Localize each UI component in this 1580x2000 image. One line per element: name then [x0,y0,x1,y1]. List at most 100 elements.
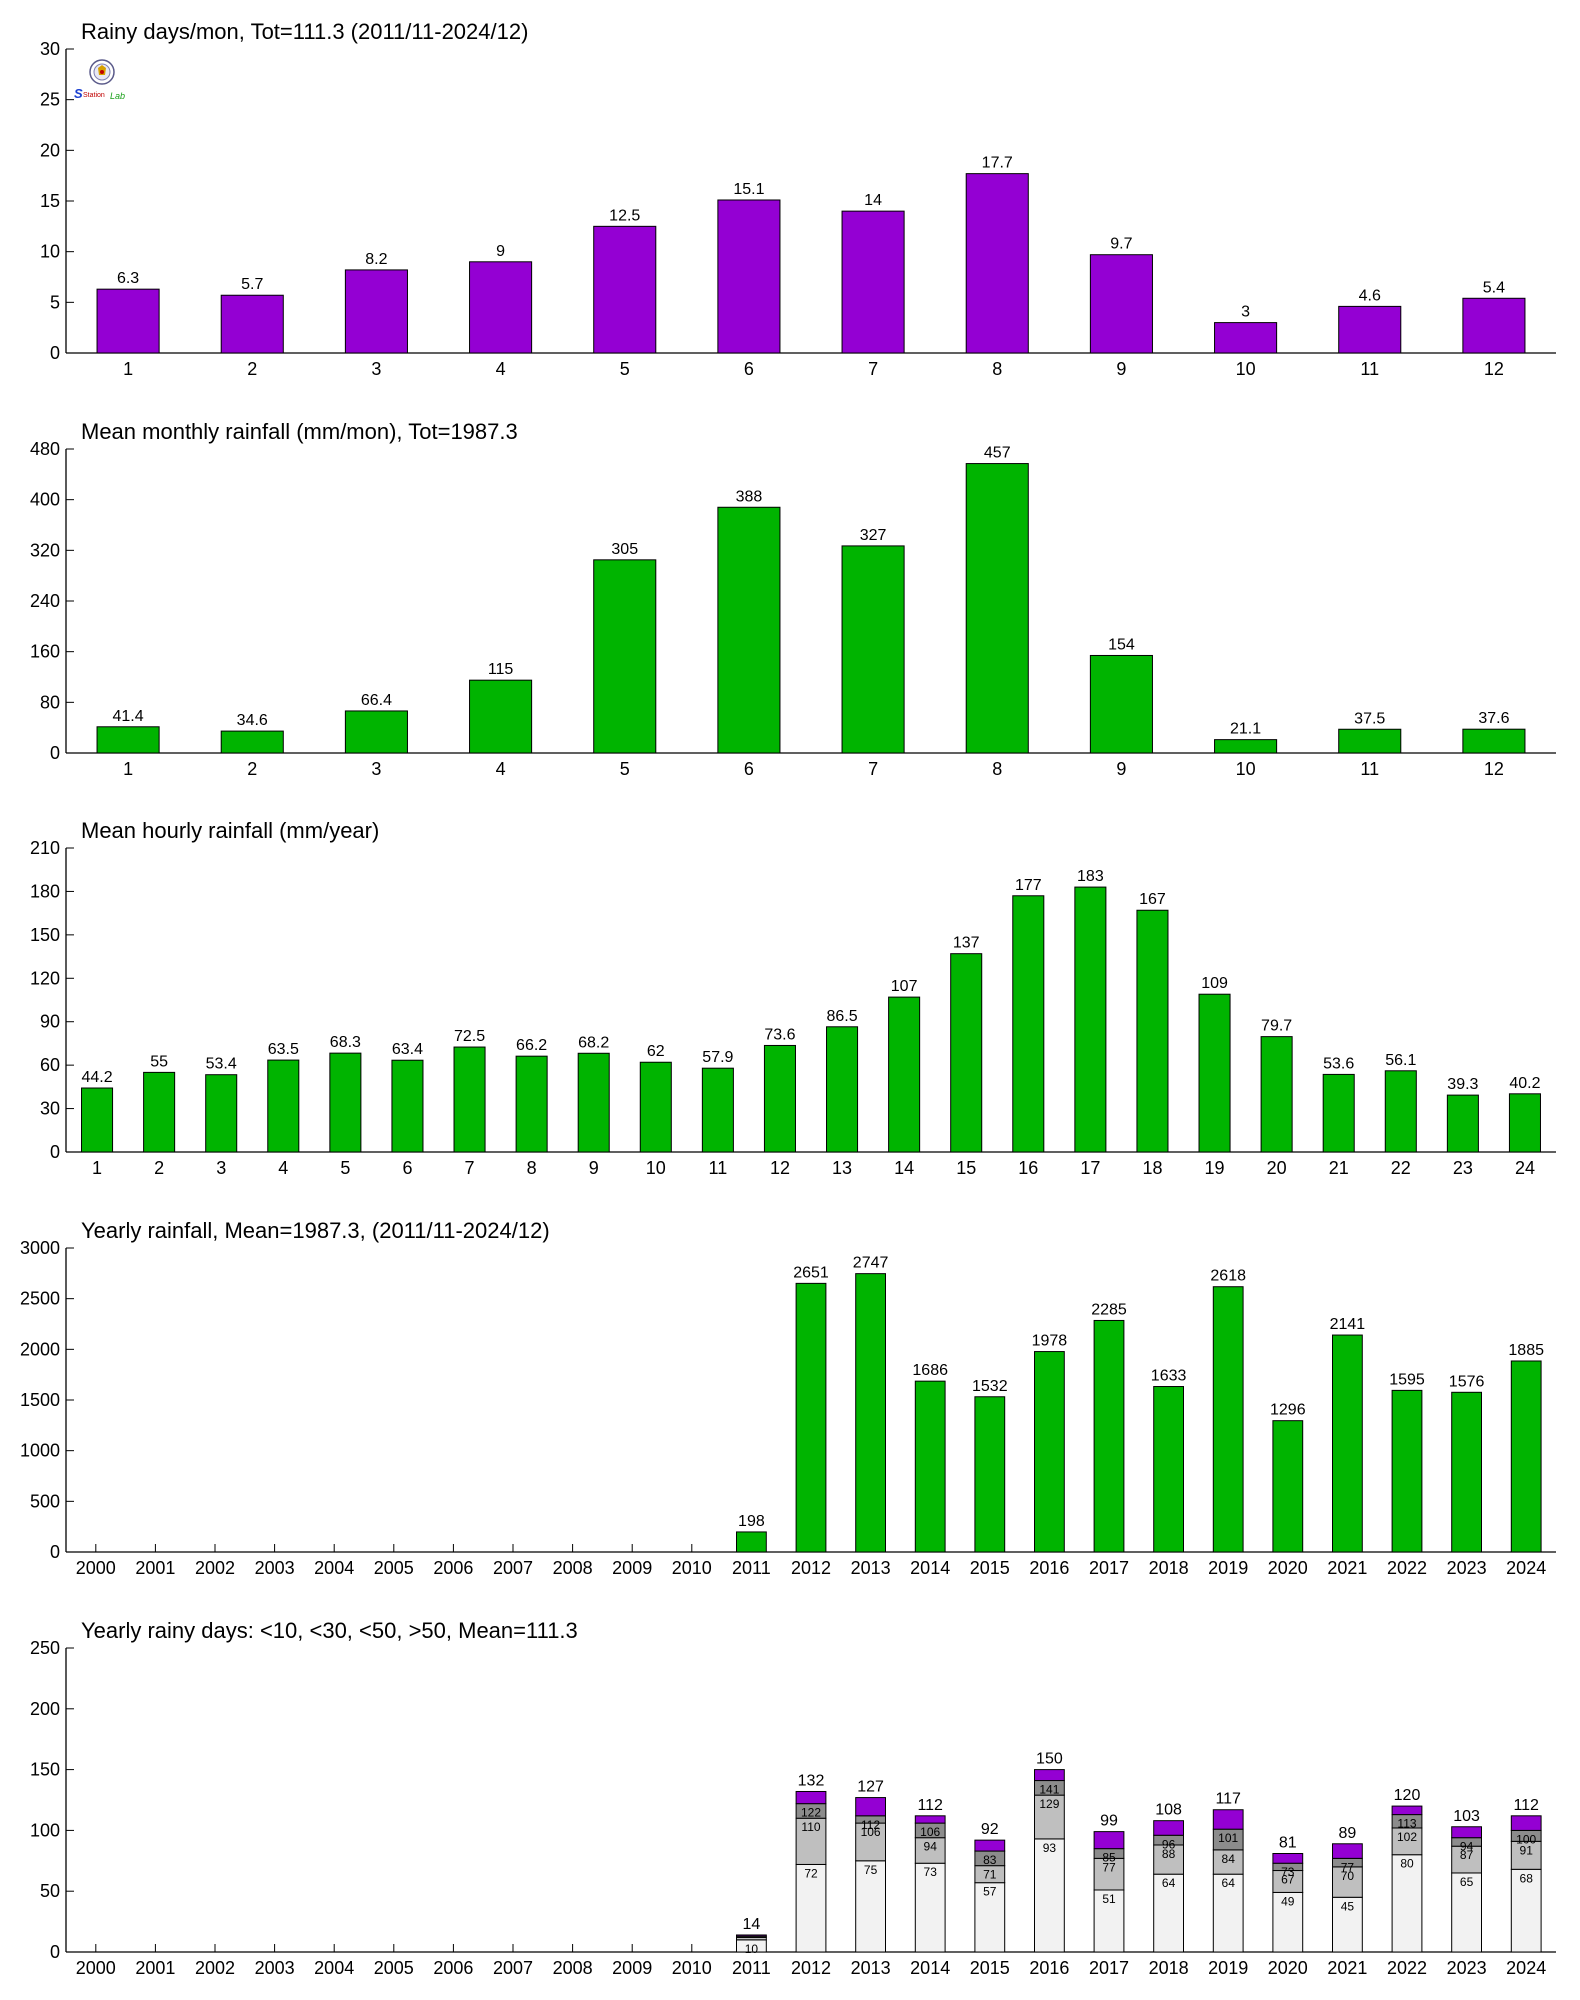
stack-segment [1093,1831,1125,1850]
data-label: 40.2 [1509,1075,1540,1092]
x-tick-label: 24 [1515,1158,1535,1178]
stack-segment [914,1862,946,1953]
bar [515,1055,548,1153]
data-label: 154 [1108,636,1135,653]
svg-text:Station: Station [83,92,105,99]
x-tick-label: 2 [247,359,257,379]
x-tick-label: 12 [1484,359,1504,379]
segment-label: 68 [1520,1871,1534,1885]
y-tick-label: 480 [30,439,60,459]
x-tick-label: 6 [744,759,754,779]
x-tick-label: 7 [465,1158,475,1178]
data-label: 37.6 [1478,710,1509,727]
total-label: 127 [857,1779,884,1796]
stack-segment [1451,1872,1482,1953]
station-lab-logo-icon: S Station Lab [74,59,125,101]
data-label: 73.6 [764,1026,795,1043]
bar [143,1071,176,1153]
bar [220,294,284,354]
data-label: 86.5 [826,1008,857,1025]
stack-segment [914,1815,946,1824]
y-tick-label: 30 [40,39,60,59]
x-tick-label: 2008 [553,1958,593,1978]
x-tick-label: 2007 [493,1958,533,1978]
data-label: 44.2 [81,1069,112,1086]
y-tick-label: 10 [40,242,60,262]
stack-segment [1332,1843,1363,1859]
bar [267,1059,300,1153]
data-label: 9 [496,243,505,260]
segment-label: 84 [1222,1852,1236,1866]
stack-segment [1153,1873,1184,1953]
stack-segment [855,1860,887,1953]
bar [855,1273,887,1553]
x-tick-label: 23 [1453,1158,1473,1178]
x-tick-label: 2010 [672,1558,712,1578]
x-tick-label: 2000 [76,1958,116,1978]
total-label: 81 [1279,1835,1297,1852]
data-label: 5.4 [1483,279,1505,296]
bar [1510,1360,1542,1553]
data-label: 183 [1077,868,1104,885]
x-tick-label: 20 [1267,1158,1287,1178]
x-tick-label: 18 [1142,1158,1162,1178]
bar [1153,1386,1184,1553]
bar [950,953,983,1153]
bar [1462,297,1526,354]
segment-label: 106 [920,1825,940,1839]
chart-panel-1: Rainy days/mon, Tot=111.3 (2011/11-2024/… [40,19,1556,379]
y-tick-label: 240 [30,591,60,611]
segment-label: 73 [924,1865,938,1879]
stack-segment [855,1797,887,1817]
data-label: 1576 [1449,1373,1485,1390]
x-tick-label: 9 [1116,759,1126,779]
total-label: 99 [1100,1813,1118,1830]
data-label: 56.1 [1385,1052,1416,1069]
y-tick-label: 500 [30,1491,60,1511]
chart-title: Yearly rainfall, Mean=1987.3, (2011/11-2… [81,1218,550,1243]
bar [1272,1420,1304,1553]
x-tick-label: 11 [709,1158,728,1178]
segment-label: 93 [1043,1841,1057,1855]
x-tick-label: 9 [589,1158,599,1178]
data-label: 15.1 [733,181,764,198]
bar [1089,254,1153,354]
segment-label: 85 [1102,1851,1116,1865]
segment-label: 77 [1341,1860,1355,1874]
total-label: 120 [1394,1787,1421,1804]
data-label: 305 [611,541,638,558]
segment-label: 72 [804,1866,818,1880]
x-tick-label: 1 [123,759,133,779]
stack-segment [1212,1809,1244,1830]
segment-label: 64 [1162,1876,1176,1890]
x-tick-label: 2020 [1268,1958,1308,1978]
data-label: 53.4 [206,1056,237,1073]
stack-segment [1391,1827,1423,1856]
x-tick-label: 9 [1116,359,1126,379]
bar [1391,1389,1423,1553]
segment-label: 88 [1162,1847,1176,1861]
stack-segment [1510,1868,1542,1953]
x-tick-label: 2017 [1089,1958,1129,1978]
data-label: 39.3 [1447,1076,1478,1093]
bar [205,1074,238,1153]
y-tick-label: 15 [40,191,60,211]
segment-label: 94 [924,1840,938,1854]
data-label: 8.2 [365,251,387,268]
data-label: 2651 [793,1264,829,1281]
x-tick-label: 12 [1484,759,1504,779]
data-label: 4.6 [1359,287,1381,304]
data-label: 198 [738,1513,765,1530]
data-label: 177 [1015,877,1042,894]
bar [736,1531,767,1553]
x-tick-label: 2019 [1208,1558,1248,1578]
bar [1462,728,1526,754]
y-tick-label: 0 [50,1142,60,1162]
data-label: 72.5 [454,1028,485,1045]
x-tick-label: 4 [496,359,506,379]
x-tick-label: 2010 [672,1958,712,1978]
x-tick-label: 3 [371,359,381,379]
y-tick-label: 1500 [20,1390,60,1410]
segment-label: 77 [1102,1860,1116,1874]
